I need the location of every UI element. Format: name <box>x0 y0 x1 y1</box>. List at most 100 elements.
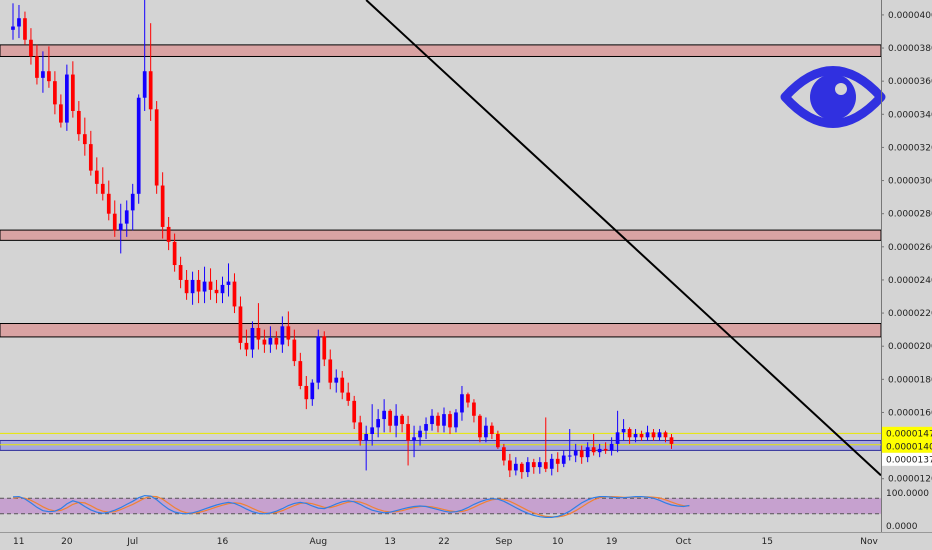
price-tag-bg <box>882 452 932 466</box>
candle-body <box>29 39 33 57</box>
candle <box>274 331 279 350</box>
candle-body <box>100 183 105 194</box>
candle-body <box>442 414 446 426</box>
candle <box>53 71 57 115</box>
candle-body <box>388 410 392 426</box>
candle <box>262 329 267 353</box>
candle-body <box>358 422 363 441</box>
price-tick-label: 0.00002400 <box>888 276 932 286</box>
candle <box>376 409 381 438</box>
candle <box>47 46 51 88</box>
candle <box>591 433 596 456</box>
candle <box>424 417 428 439</box>
candle <box>35 44 39 85</box>
candle <box>579 445 584 464</box>
candle <box>238 296 243 350</box>
candle <box>669 433 674 449</box>
time-tick-label: 16 <box>217 537 229 547</box>
candle <box>130 183 135 231</box>
candle <box>286 311 291 347</box>
candle-body <box>250 327 255 350</box>
candle <box>615 410 620 453</box>
price-tick-label: 0.00003200 <box>888 143 932 153</box>
candle <box>352 395 357 430</box>
price-tag: 0.00001405 <box>882 439 932 453</box>
candle-body <box>513 463 518 471</box>
price-tick-label: 0.00001800 <box>888 375 932 385</box>
candle-body <box>478 415 482 438</box>
time-tick-label: 19 <box>606 537 618 547</box>
candle-body <box>238 306 243 343</box>
price-tick-label: 0.00001200 <box>888 475 932 485</box>
time-tick-label: Oct <box>676 537 692 547</box>
candle-body <box>460 394 464 413</box>
candle <box>609 437 614 456</box>
candle <box>567 429 572 461</box>
candle-body <box>430 415 434 425</box>
candle <box>29 28 33 65</box>
candle-body <box>603 448 608 451</box>
trend-line[interactable] <box>365 0 882 477</box>
candle <box>370 404 375 446</box>
candle-body <box>376 419 381 428</box>
candle <box>448 410 452 434</box>
candle-body <box>364 433 369 441</box>
candle <box>196 270 201 304</box>
candle-body <box>555 458 560 464</box>
candle <box>460 385 464 421</box>
candle <box>82 117 87 156</box>
candle-body <box>208 281 213 290</box>
support-zone <box>0 439 882 451</box>
candle-body <box>340 377 345 393</box>
candle <box>364 425 369 471</box>
price-tick-label: 0.00003000 <box>888 177 932 187</box>
candle <box>585 442 590 463</box>
candle-body <box>53 81 57 105</box>
candle <box>292 329 297 367</box>
candle-body <box>136 97 141 194</box>
candle <box>208 268 213 300</box>
candle <box>555 452 560 473</box>
candle-body <box>406 424 410 441</box>
candle-body <box>17 18 21 27</box>
candle <box>603 442 608 454</box>
candle-body <box>184 279 189 294</box>
candle-body <box>148 71 153 110</box>
candle-body <box>70 74 75 111</box>
candle-body <box>220 284 225 294</box>
candle-body <box>202 281 207 292</box>
candle-body <box>256 327 261 340</box>
time-tick-label: 11 <box>13 537 24 547</box>
candle-body <box>370 427 375 434</box>
candle-body <box>304 385 309 400</box>
candle-body <box>382 410 386 420</box>
candle-body <box>400 415 404 425</box>
candle <box>23 11 27 45</box>
price-tick-label: 0.00004000 <box>888 11 932 21</box>
candle-body <box>82 134 87 145</box>
candle-body <box>669 437 674 444</box>
candle <box>478 414 482 443</box>
candle <box>549 453 554 476</box>
candle <box>11 3 15 40</box>
stochastic-axis-label: 0.0000 <box>886 522 918 532</box>
candle <box>214 279 219 304</box>
candle-body <box>615 432 620 444</box>
candle-body <box>286 326 291 340</box>
price-axis[interactable]: 0.00004000 0.00003800 0.00003600 0.00003400… <box>881 11 932 485</box>
candle-body <box>244 342 249 350</box>
candle <box>561 450 566 468</box>
time-axis[interactable]: 11 20 Jul 16 Aug 13 22 Sep 10 19 Oct 15 Nov <box>13 537 878 547</box>
candle-body <box>436 415 440 426</box>
time-tick-label: 20 <box>61 537 73 547</box>
candle <box>166 216 171 251</box>
candle-body <box>472 402 476 416</box>
candle-body <box>274 337 279 345</box>
candle-body <box>418 430 422 438</box>
price-tag-bg <box>882 439 932 453</box>
candle <box>645 425 650 441</box>
candle-body <box>537 462 542 468</box>
candle <box>41 51 45 93</box>
candle-body <box>597 448 602 453</box>
